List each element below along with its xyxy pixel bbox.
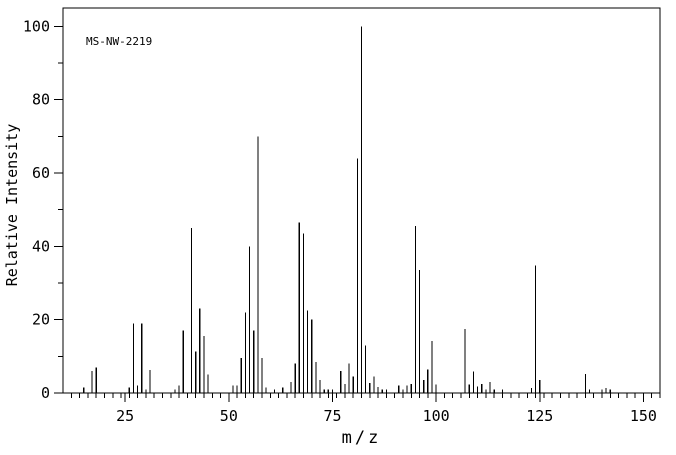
x-axis-minor-ticks xyxy=(70,393,661,398)
y-axis-title: Relative Intensity xyxy=(3,124,21,287)
peak-bars xyxy=(83,26,611,393)
x-tick-label: 25 xyxy=(116,407,134,425)
y-tick-label: 0 xyxy=(41,384,50,402)
y-tick-label: 100 xyxy=(23,17,50,35)
x-tick-label: 50 xyxy=(220,407,238,425)
x-tick-label: 75 xyxy=(323,407,341,425)
y-tick-label: 80 xyxy=(32,91,50,109)
x-tick-label: 125 xyxy=(526,407,553,425)
y-tick-label: 40 xyxy=(32,237,50,255)
y-tick-label: 60 xyxy=(32,164,50,182)
y-axis-major-ticks: 0 20 40 60 80 100 xyxy=(23,17,63,402)
x-tick-label: 150 xyxy=(630,407,657,425)
x-axis-major-ticks: 25 50 75 100 125 150 xyxy=(116,393,657,425)
y-axis-minor-ticks xyxy=(58,25,63,357)
y-tick-label: 20 xyxy=(32,311,50,329)
x-tick-label: 100 xyxy=(423,407,450,425)
x-axis-title: m/z xyxy=(342,428,382,448)
spectrum-id-annotation: MS-NW-2219 xyxy=(86,35,152,48)
